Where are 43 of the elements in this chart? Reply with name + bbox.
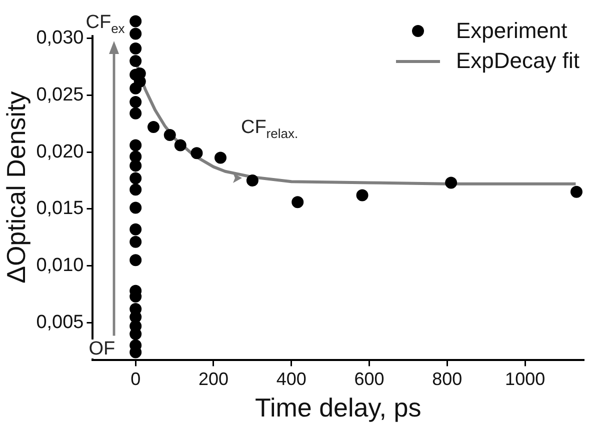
- point: [130, 107, 142, 120]
- annotation: CF$_{ex}$: [84, 12, 126, 36]
- annotation: OF: [88, 338, 116, 360]
- y-axis-title: ΔOptical Density: [0, 91, 31, 284]
- y-tick-label: 0,020: [36, 141, 84, 162]
- y-tick-label: 0,005: [36, 312, 84, 333]
- legend-label: ExpDecay fit: [456, 48, 580, 74]
- y-tick-label: 0,015: [36, 198, 84, 220]
- x-tick-label: 200: [198, 368, 229, 389]
- point: [130, 254, 142, 266]
- point: [148, 121, 160, 134]
- point: [130, 55, 142, 68]
- x-tick-label: 0: [130, 368, 141, 389]
- point: [130, 28, 142, 40]
- point: [356, 189, 368, 202]
- point: [246, 174, 258, 186]
- y-tick-label: 0,025: [36, 84, 84, 106]
- point: [130, 139, 142, 152]
- legend-label: Experiment: [456, 18, 568, 44]
- point: [130, 172, 142, 184]
- x-axis-title: Time delay, ps: [255, 392, 422, 423]
- x-tick-label: 1000: [505, 368, 546, 389]
- point: [164, 128, 176, 141]
- y-tick-label: 0,010: [36, 255, 84, 276]
- point: [570, 186, 582, 198]
- point: [130, 42, 142, 55]
- point: [174, 139, 186, 152]
- x-tick-label: 600: [354, 368, 384, 389]
- point: [190, 147, 203, 160]
- point: [130, 184, 142, 196]
- annotation: CF$_{relax.}$: [240, 116, 300, 140]
- point: [130, 150, 142, 163]
- point: [130, 96, 142, 108]
- point: [445, 176, 458, 189]
- x-tick-label: 800: [432, 368, 462, 389]
- point: [130, 223, 142, 236]
- x-tick-label: 400: [276, 368, 306, 389]
- y-tick-label: 0,030: [36, 28, 84, 49]
- point: [130, 236, 142, 248]
- point: [292, 196, 304, 208]
- point: [214, 152, 226, 164]
- point: [130, 15, 142, 28]
- point: [130, 202, 142, 214]
